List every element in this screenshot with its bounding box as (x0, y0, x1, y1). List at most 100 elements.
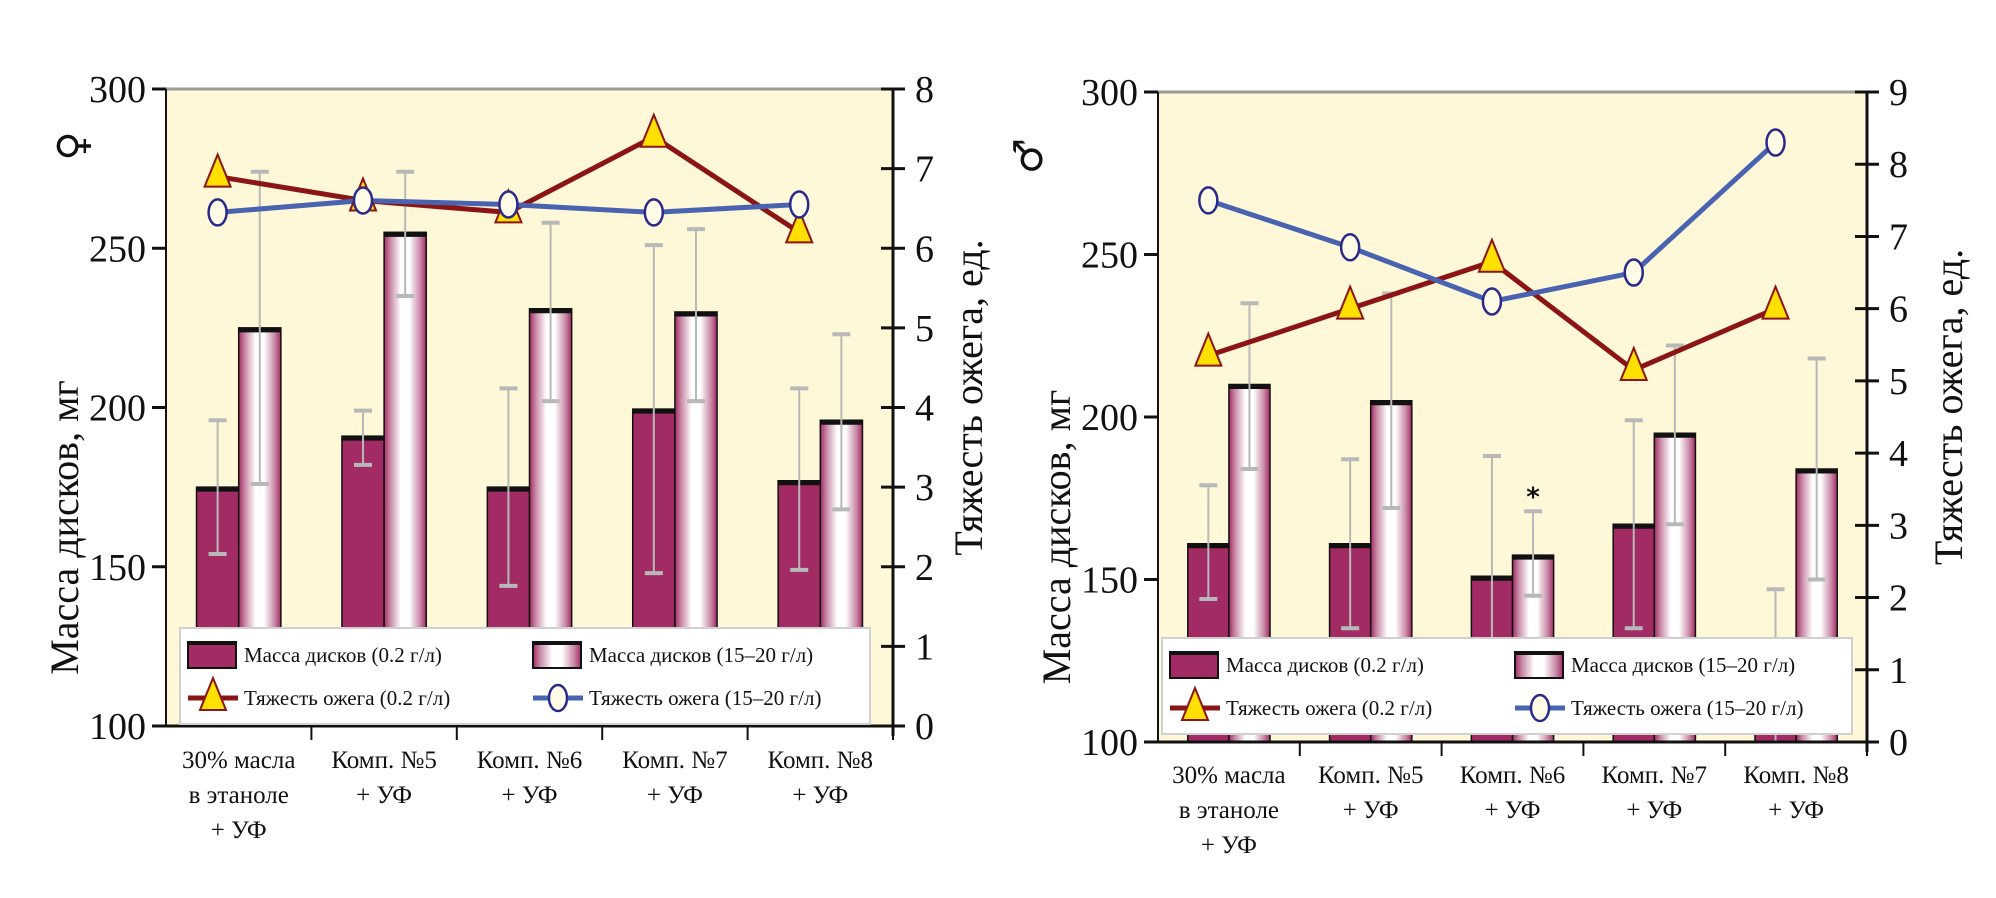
y2-tick-label: 9 (1889, 72, 1908, 114)
x-tick-label: Комп. №8 + УФ (768, 747, 874, 809)
circle-marker (498, 190, 519, 219)
x-tick-label-line: Комп. №8 (768, 747, 874, 774)
legend-label: Масса дисков (0.2 г/л) (1226, 653, 1424, 677)
circle-marker (1765, 128, 1786, 157)
x-tick-label-line: 30% масла (1172, 762, 1286, 789)
sex-symbol-male: ♂ (1006, 138, 1052, 174)
y2-tick-label: 0 (1889, 722, 1908, 764)
y-tick-label: 150 (1081, 560, 1138, 602)
triangle-marker (1180, 685, 1210, 721)
y-tick-label: 200 (1081, 397, 1138, 439)
y2-tick-label: 4 (1889, 433, 1908, 475)
x-tick-label-line: + УФ (356, 782, 412, 809)
x-tick-label-line: Комп. №8 (1743, 762, 1849, 789)
x-tick-label-line: Комп. №7 (1602, 762, 1708, 789)
x-tick-label-line: 30% масла (182, 747, 296, 774)
x-tick-label-line: + УФ (1768, 797, 1824, 824)
legend-label: Масса дисков (15–20 г/л) (1571, 653, 1795, 677)
circle-marker (207, 198, 228, 227)
triangle-marker (639, 112, 669, 148)
y-axis-title: Масса дисков, мг (42, 380, 87, 675)
legend-swatch-dark (187, 641, 237, 669)
y2-tick-label: 5 (1889, 361, 1908, 403)
y-tick-label: 100 (89, 706, 146, 748)
x-tick-label: 30% масла в этаноле + УФ (182, 747, 296, 844)
circle-marker (1198, 186, 1219, 215)
legend-item-light: Масса дисков (15–20 г/л) (532, 641, 813, 669)
y-tick-label: 300 (1081, 72, 1138, 114)
legend-swatch-light (1514, 651, 1564, 679)
x-tick-label-line: + УФ (647, 782, 703, 809)
circle-marker (1623, 258, 1644, 287)
x-tick-label-line: Комп. №6 (477, 747, 583, 774)
legend-label: Тяжесть ожега (0.2 г/л) (1226, 696, 1432, 720)
legend: Масса дисков (0.2 г/л) Масса дисков (15–2… (179, 627, 871, 725)
legend-item-light: Масса дисков (15–20 г/л) (1514, 651, 1795, 679)
x-tick-label: 30% масла в этаноле + УФ (1172, 762, 1286, 859)
y2-axis-title: Тяжесть ожега, ед. (946, 239, 991, 555)
y2-tick-label: 0 (915, 706, 934, 748)
lines-group (203, 112, 814, 244)
y2-tick-label: 3 (915, 467, 934, 509)
x-tick-label: Комп. №6 + УФ (477, 747, 583, 809)
sex-symbol-female: ♀ (50, 131, 96, 160)
x-tick-label: Комп. №7 + УФ (622, 747, 728, 809)
y-tick-label: 250 (1081, 235, 1138, 277)
female-chart: 100 150 200 250 300 0 1 2 3 4 5 6 7 8 ♀ Масса дисков,… (42, 69, 991, 844)
triangle-marker (198, 675, 228, 711)
y2-tick-label: 1 (1889, 650, 1908, 692)
male-chart: 100 150 200 250 300 0 1 2 3 4 5 6 7 8 9 ♂ Масса дисков… (1006, 72, 1971, 859)
legend-item-dark: Масса дисков (0.2 г/л) (187, 641, 442, 669)
legend-swatch-light (532, 641, 582, 669)
circle-marker (1529, 693, 1551, 723)
y2-tick-label: 5 (915, 308, 934, 350)
x-tick-label-line: + УФ (792, 782, 848, 809)
y2-tick-label: 7 (915, 149, 934, 191)
triangle-marker (1193, 330, 1223, 367)
y2-axis-title: Тяжесть ожега, ед. (1926, 249, 1971, 565)
y-tick-label: 300 (89, 69, 146, 111)
legend-box (1161, 637, 1853, 735)
legend-box (179, 627, 871, 725)
y2-tick-label: 1 (915, 626, 934, 668)
x-tick-label-line: + УФ (1626, 797, 1682, 824)
y2-tick-label: 3 (1889, 505, 1908, 547)
triangle-marker (1477, 237, 1507, 273)
y-tick-label: 250 (89, 228, 146, 270)
x-tick-label-line: + УФ (211, 817, 267, 844)
y2-tick-label: 7 (1889, 216, 1908, 258)
circle-marker (788, 190, 810, 219)
legend-label: Тяжесть ожега (15–20 г/л) (589, 686, 821, 710)
legend-item-dark: Масса дисков (0.2 г/л) (1169, 651, 1424, 679)
lines-group (1193, 128, 1791, 382)
axes-group: 100 150 200 250 300 0 1 2 3 4 5 6 7 8 (89, 69, 934, 748)
triangle-marker (1619, 345, 1649, 382)
legend: Масса дисков (0.2 г/л) Масса дисков (15–2… (1161, 637, 1853, 735)
x-tick-label: Комп. №5 + УФ (331, 747, 437, 809)
triangle-marker (203, 151, 233, 188)
x-tick-label-line: Комп. №5 (1318, 762, 1424, 789)
legend-label: Тяжесть ожега (0.2 г/л) (244, 686, 450, 710)
x-tick-label: Комп. №5 + УФ (1318, 762, 1424, 824)
circle-marker (1339, 233, 1361, 262)
triangle-marker (784, 207, 814, 244)
error-bars-group (1199, 291, 1826, 742)
x-tick-label: Комп. №6 + УФ (1460, 762, 1566, 824)
y2-tick-label: 2 (915, 547, 934, 589)
x-tick-label-line: в этаноле (189, 782, 289, 809)
error-bars-group (208, 169, 851, 588)
legend-item-triangle: Тяжесть ожега (0.2 г/л) (1170, 685, 1432, 721)
significance-asterisk: * (1526, 482, 1540, 512)
y2-tick-label: 8 (915, 69, 934, 111)
x-tick-label-line: + УФ (502, 782, 558, 809)
y2-tick-label: 2 (1889, 578, 1908, 620)
triangle-marker (1761, 284, 1791, 320)
x-tick-label: Комп. №8 + УФ (1743, 762, 1849, 824)
legend-label: Масса дисков (15–20 г/л) (589, 643, 813, 667)
x-tick-label-line: в этаноле (1179, 797, 1279, 824)
circle-marker (352, 186, 374, 215)
legend-item-circle: Тяжесть ожега (15–20 г/л) (1515, 693, 1803, 723)
